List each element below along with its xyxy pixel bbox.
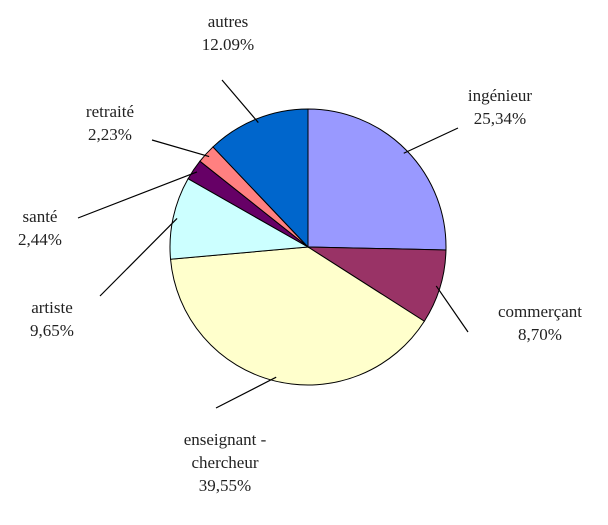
leader-line [221, 79, 259, 123]
leader-line [435, 285, 469, 333]
slice-label: retraité [85, 102, 135, 121]
leader-line [151, 139, 210, 158]
slice-label: santé [22, 207, 58, 226]
leader-line [99, 218, 178, 297]
slice-label: autres [207, 12, 249, 31]
slice-value: 25,34% [473, 109, 527, 128]
pie-slice [212, 108, 309, 249]
slice-value: 39,55% [198, 476, 252, 495]
slice-value: 2,23% [88, 125, 132, 144]
slice-value: 12.09% [201, 35, 255, 54]
leader-line [77, 171, 198, 219]
slice-label: enseignant - chercheur [183, 430, 267, 472]
pie-slice [307, 108, 447, 251]
slice-value: 2,44% [18, 230, 62, 249]
pie-slice [169, 178, 310, 260]
leader-line [403, 127, 459, 154]
pie-slice [169, 246, 426, 386]
slice-label: ingénieur [467, 86, 533, 105]
slice-value: 8,70% [518, 325, 562, 344]
slice-label: commerçant [497, 302, 582, 321]
leader-line [215, 376, 277, 409]
slice-label: artiste [31, 298, 73, 317]
slice-value: 9,65% [30, 321, 74, 340]
